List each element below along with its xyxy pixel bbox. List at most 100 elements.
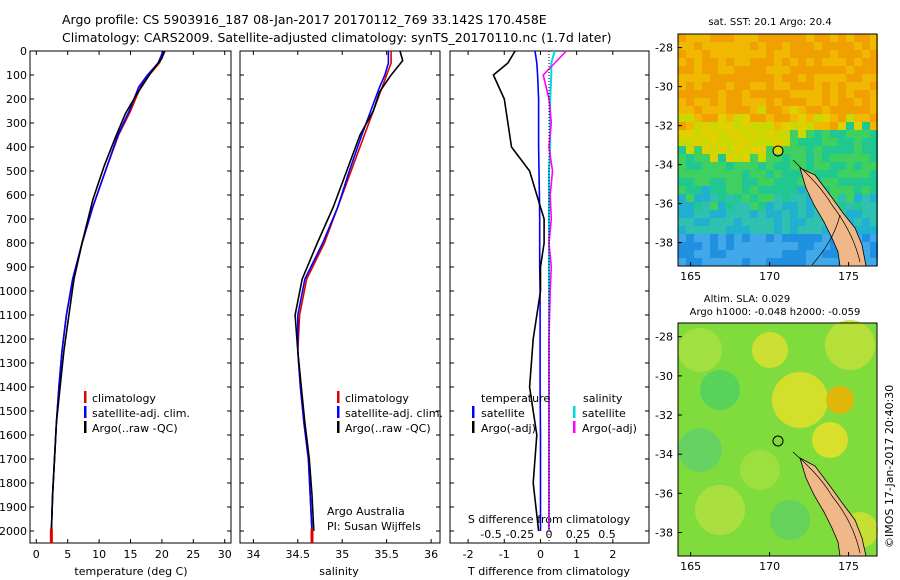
sst-cell	[846, 90, 854, 98]
sst-cell	[774, 106, 782, 114]
sst-cell	[846, 194, 854, 202]
sst-cell	[726, 90, 734, 98]
sst-cell	[758, 226, 766, 234]
sst-cell	[694, 42, 702, 50]
sst-map-axes: 165 170 175 -28 -30 -32 -34 -36 -38	[655, 42, 859, 283]
sst-cell	[862, 146, 870, 154]
sst-cell	[710, 66, 718, 74]
sst-cell	[862, 210, 870, 218]
x-tick-label: 34	[246, 548, 260, 561]
sst-cell	[718, 42, 726, 50]
sst-cell	[758, 50, 766, 58]
sst-cell	[726, 66, 734, 74]
sst-cell	[838, 106, 846, 114]
sst-cell	[822, 114, 830, 122]
sst-cell	[702, 250, 710, 258]
sst-cell	[822, 50, 830, 58]
sst-cell	[686, 186, 694, 194]
sst-cell	[726, 162, 734, 170]
sst-cell	[870, 66, 878, 74]
sst-cell	[702, 202, 710, 210]
sst-cell	[830, 50, 838, 58]
sst-cell	[782, 226, 790, 234]
sst-coastline-contour	[792, 159, 861, 263]
sst-cell	[862, 98, 870, 106]
sst-cell	[790, 202, 798, 210]
legend-temp-title: temperature	[481, 392, 550, 405]
sst-cell	[870, 58, 878, 66]
sst-cell	[678, 34, 686, 42]
depth-tick-label: 600	[6, 189, 27, 202]
sst-cell	[734, 122, 742, 130]
sst-cell	[870, 50, 878, 58]
lon-tick-label: 165	[680, 560, 701, 573]
sst-cell	[838, 146, 846, 154]
lon-tick-label: 175	[838, 560, 859, 573]
sst-cell	[806, 50, 814, 58]
sst-cell	[870, 210, 878, 218]
sst-cell	[838, 130, 846, 138]
sst-cell	[694, 138, 702, 146]
sst-cell	[750, 138, 758, 146]
legend-swatch-sal-satellite	[573, 406, 576, 418]
sst-cell	[830, 114, 838, 122]
sst-cell	[710, 242, 718, 250]
sst-cell	[718, 154, 726, 162]
sst-cell	[822, 170, 830, 178]
sst-cell	[750, 114, 758, 122]
sst-cell	[686, 106, 694, 114]
sst-cell	[694, 218, 702, 226]
sst-cell	[702, 242, 710, 250]
sst-cell	[822, 162, 830, 170]
sst-cell	[710, 178, 718, 186]
sst-cell	[782, 66, 790, 74]
depth-tick-label: 500	[6, 165, 27, 178]
sst-cell	[822, 250, 830, 258]
sla-map	[677, 320, 878, 557]
sst-cell	[750, 50, 758, 58]
sst-cell	[806, 242, 814, 250]
sst-cell	[870, 106, 878, 114]
sst-cell	[702, 82, 710, 90]
sst-cell	[854, 226, 862, 234]
sst-cell	[870, 242, 878, 250]
legend-swatch-climatology	[337, 391, 340, 403]
sst-cell	[678, 138, 686, 146]
salinity-series	[294, 50, 404, 543]
depth-tick-label: 1300	[0, 357, 27, 370]
sst-cell	[862, 82, 870, 90]
sst-cell	[686, 170, 694, 178]
sst-cell	[854, 114, 862, 122]
sst-cell	[718, 34, 726, 42]
sst-cell	[678, 106, 686, 114]
sst-cell	[806, 66, 814, 74]
sst-cell	[830, 42, 838, 50]
sst-cell	[814, 34, 822, 42]
sst-cell	[798, 122, 806, 130]
sst-cell	[742, 258, 750, 266]
sst-cell	[798, 138, 806, 146]
sla-anomaly-patch	[695, 485, 745, 535]
sst-cell	[734, 74, 742, 82]
sst-cell	[710, 42, 718, 50]
sst-cell	[830, 98, 838, 106]
sst-cell	[822, 34, 830, 42]
sst-cell	[750, 250, 758, 258]
sst-cell	[846, 98, 854, 106]
sst-cell	[718, 106, 726, 114]
sst-cell	[726, 178, 734, 186]
sst-cell	[830, 138, 838, 146]
sst-cell	[870, 90, 878, 98]
sst-cell	[726, 50, 734, 58]
sst-cell	[790, 218, 798, 226]
sst-cell	[838, 178, 846, 186]
sst-cell	[750, 226, 758, 234]
sst-cell	[678, 218, 686, 226]
sst-cell	[678, 202, 686, 210]
sst-cell	[806, 106, 814, 114]
sst-cell	[726, 210, 734, 218]
sst-cell	[822, 234, 830, 242]
header-line-1: Argo profile: CS 5903916_187 08-Jan-2017…	[62, 12, 547, 27]
sst-cell	[766, 218, 774, 226]
sst-cell	[758, 170, 766, 178]
